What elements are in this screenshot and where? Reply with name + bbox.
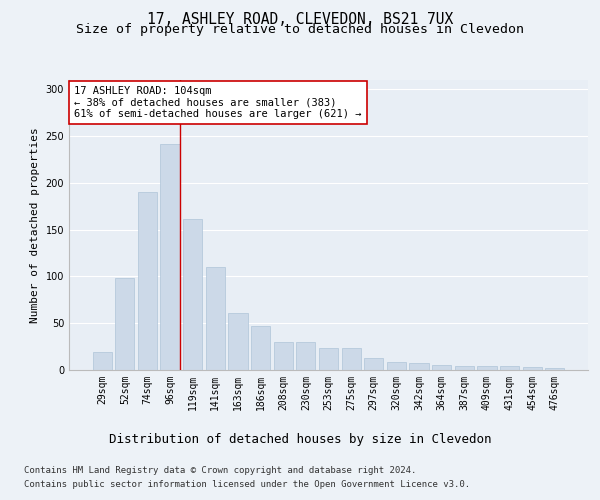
Y-axis label: Number of detached properties: Number of detached properties [30, 127, 40, 323]
Bar [229, 313, 248, 370]
Text: Size of property relative to detached houses in Clevedon: Size of property relative to detached ho… [76, 22, 524, 36]
Text: Contains HM Land Registry data © Crown copyright and database right 2024.: Contains HM Land Registry data © Crown c… [24, 466, 416, 475]
Bar [364, 358, 383, 370]
Bar [432, 366, 451, 370]
Bar [319, 348, 338, 370]
Bar [92, 352, 112, 370]
Bar [251, 326, 270, 370]
Bar [296, 342, 316, 370]
Text: Contains public sector information licensed under the Open Government Licence v3: Contains public sector information licen… [24, 480, 470, 489]
Bar [477, 366, 497, 370]
Bar [455, 366, 474, 370]
Text: 17, ASHLEY ROAD, CLEVEDON, BS21 7UX: 17, ASHLEY ROAD, CLEVEDON, BS21 7UX [147, 12, 453, 28]
Bar [341, 348, 361, 370]
Bar [160, 144, 180, 370]
Bar [274, 342, 293, 370]
Bar [523, 367, 542, 370]
Bar [206, 267, 225, 370]
Bar [183, 220, 202, 370]
Bar [545, 368, 565, 370]
Bar [115, 278, 134, 370]
Text: 17 ASHLEY ROAD: 104sqm
← 38% of detached houses are smaller (383)
61% of semi-de: 17 ASHLEY ROAD: 104sqm ← 38% of detached… [74, 86, 362, 119]
Bar [387, 362, 406, 370]
Bar [138, 192, 157, 370]
Bar [409, 362, 428, 370]
Bar [500, 366, 519, 370]
Text: Distribution of detached houses by size in Clevedon: Distribution of detached houses by size … [109, 432, 491, 446]
